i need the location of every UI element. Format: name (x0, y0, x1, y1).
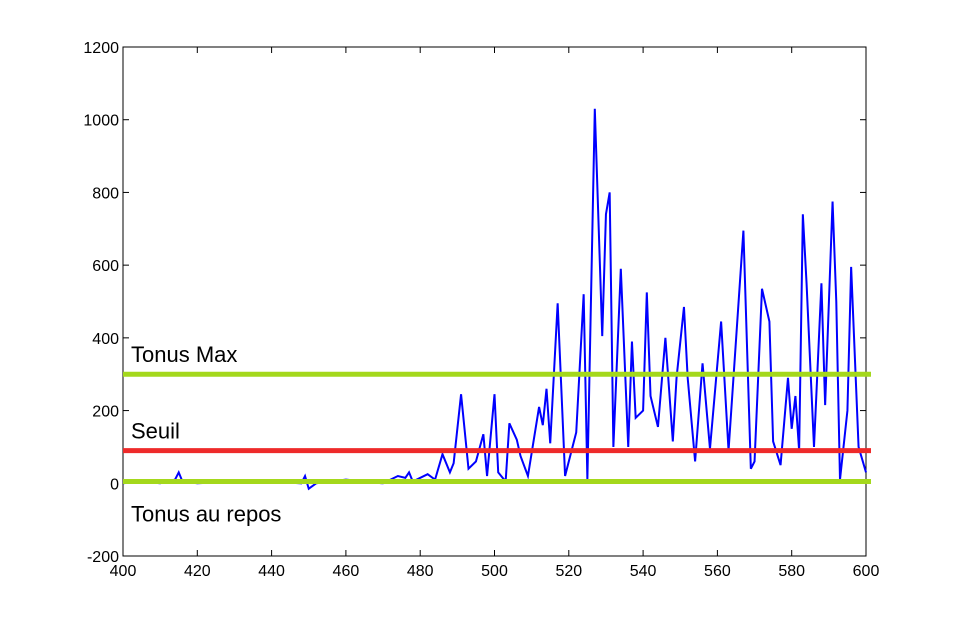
y-tick-label: -200 (87, 549, 119, 566)
reference-label: Seuil (131, 419, 180, 444)
x-tick-label: 480 (407, 563, 434, 580)
y-tick-label: 800 (92, 185, 119, 202)
plot-frame (122, 46, 867, 557)
y-tick-label: 200 (92, 404, 119, 421)
x-tick-label: 420 (184, 563, 211, 580)
y-tick-label: 400 (92, 331, 119, 348)
x-tick-label: 580 (778, 563, 805, 580)
x-tick-label: 400 (110, 563, 137, 580)
x-tick-label: 520 (555, 563, 582, 580)
x-tick-label: 460 (333, 563, 360, 580)
x-tick-label: 440 (258, 563, 285, 580)
x-tick-label: 500 (481, 563, 508, 580)
x-tick-label: 540 (630, 563, 657, 580)
reference-label: Tonus au repos (131, 501, 281, 526)
x-tick-label: 600 (853, 563, 880, 580)
y-tick-label: 600 (92, 258, 119, 275)
x-tick-label: 560 (704, 563, 731, 580)
reference-label: Tonus Max (131, 342, 237, 367)
y-tick-label: 1200 (83, 40, 119, 57)
y-tick-label: 0 (110, 476, 119, 493)
y-tick-label: 1000 (83, 113, 119, 130)
